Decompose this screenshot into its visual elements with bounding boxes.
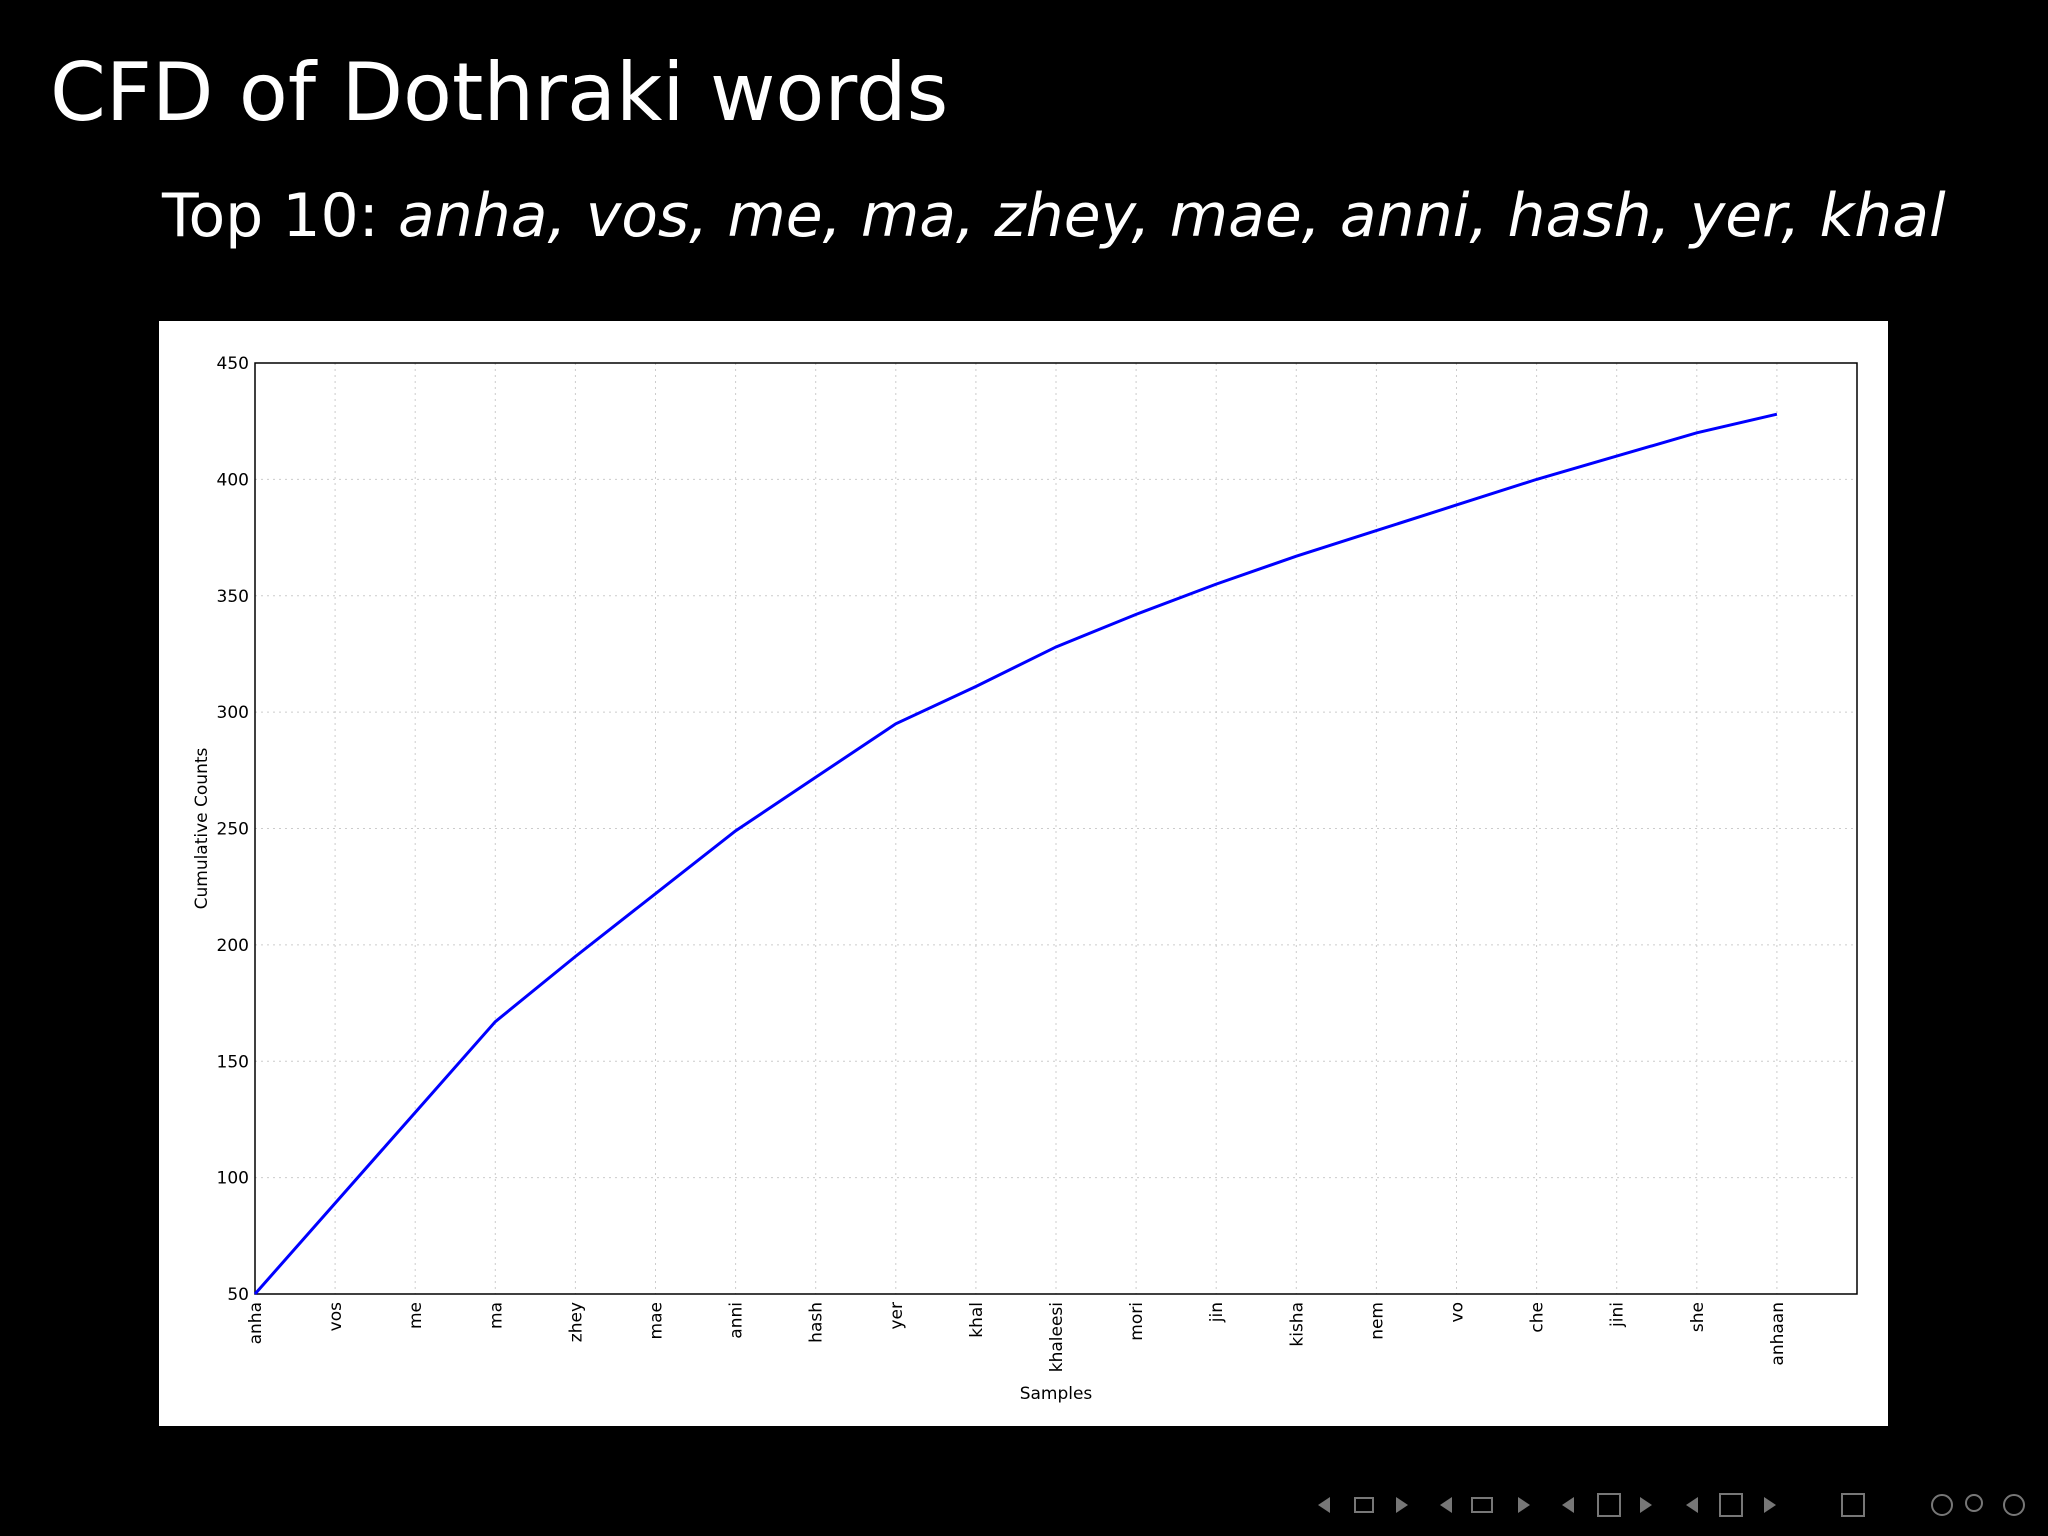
x-axis-label: Samples [1020,1384,1093,1404]
nav-icon[interactable] [1318,1497,1330,1513]
nav-icon[interactable] [1354,1497,1374,1513]
y-axis-label: Cumulative Counts [192,747,212,909]
nav-icon[interactable] [1841,1493,1865,1517]
y-tick-label: 350 [217,587,249,607]
nav-icon[interactable] [1471,1497,1493,1513]
x-tick-label: nem [1367,1302,1387,1340]
nav-icon[interactable] [1719,1493,1743,1517]
nav-icon[interactable] [2003,1494,2025,1516]
x-tick-label: anhaan [1768,1302,1788,1366]
x-tick-label: vo [1448,1302,1468,1322]
x-tick-label: me [406,1302,426,1329]
nav-icon[interactable] [1686,1497,1698,1513]
subtitle-lead: Top 10: [161,181,379,251]
y-tick-label: 250 [217,820,249,840]
x-tick-label: mori [1127,1302,1147,1341]
x-tick-label: khaleesi [1047,1302,1067,1372]
slide-title: CFD of Dothraki words [50,46,948,139]
x-tick-label: yer [887,1302,907,1330]
plot: anha vos me ma zhey mae anni hash yer khal khalees… [192,354,1858,1404]
y-tick-label: 400 [217,470,249,490]
nav-icon[interactable] [1764,1497,1776,1513]
y-tick-label: 100 [217,1169,249,1189]
x-tick-label: kisha [1287,1302,1307,1347]
nav-icon[interactable] [1518,1497,1530,1513]
nav-icon[interactable] [1597,1493,1621,1517]
y-tick-label: 150 [217,1052,249,1072]
nav-icon[interactable] [1931,1494,1953,1516]
y-tick-label: 300 [217,703,249,723]
x-tick-label: anni [727,1302,747,1339]
y-tick-label: 50 [227,1285,249,1305]
data-line [253,412,1778,1295]
x-tick-label: jin [1207,1302,1227,1323]
x-tick-label: mae [647,1302,667,1339]
nav-icon[interactable] [1640,1497,1652,1513]
plot-frame [254,362,1858,1295]
x-tick-label: she [1688,1302,1708,1332]
x-tick-label: anha [246,1302,266,1344]
x-tick-label: hash [807,1302,827,1343]
x-tick-label: zhey [566,1302,586,1342]
nav-icon[interactable] [1396,1497,1408,1513]
x-tick-label: che [1528,1302,1548,1333]
slide-subtitle: Top 10: anha, vos, me, ma, zhey, mae, an… [161,181,1946,251]
x-tick-label: khal [967,1302,987,1338]
y-tick-label: 450 [217,354,249,374]
nav-icon[interactable] [1965,1494,1983,1512]
nav-bar [1318,1493,2025,1517]
subtitle-words: anha, vos, me, ma, zhey, mae, anni, hash… [398,181,1946,251]
nav-icon[interactable] [1562,1497,1574,1513]
x-tick-label: ma [486,1302,506,1329]
y-tick-label: 200 [217,936,249,956]
nav-icon[interactable] [1440,1497,1452,1513]
figure-panel [159,321,1888,1426]
x-tick-label: jini [1608,1302,1628,1328]
x-tick-label: vos [326,1302,346,1331]
